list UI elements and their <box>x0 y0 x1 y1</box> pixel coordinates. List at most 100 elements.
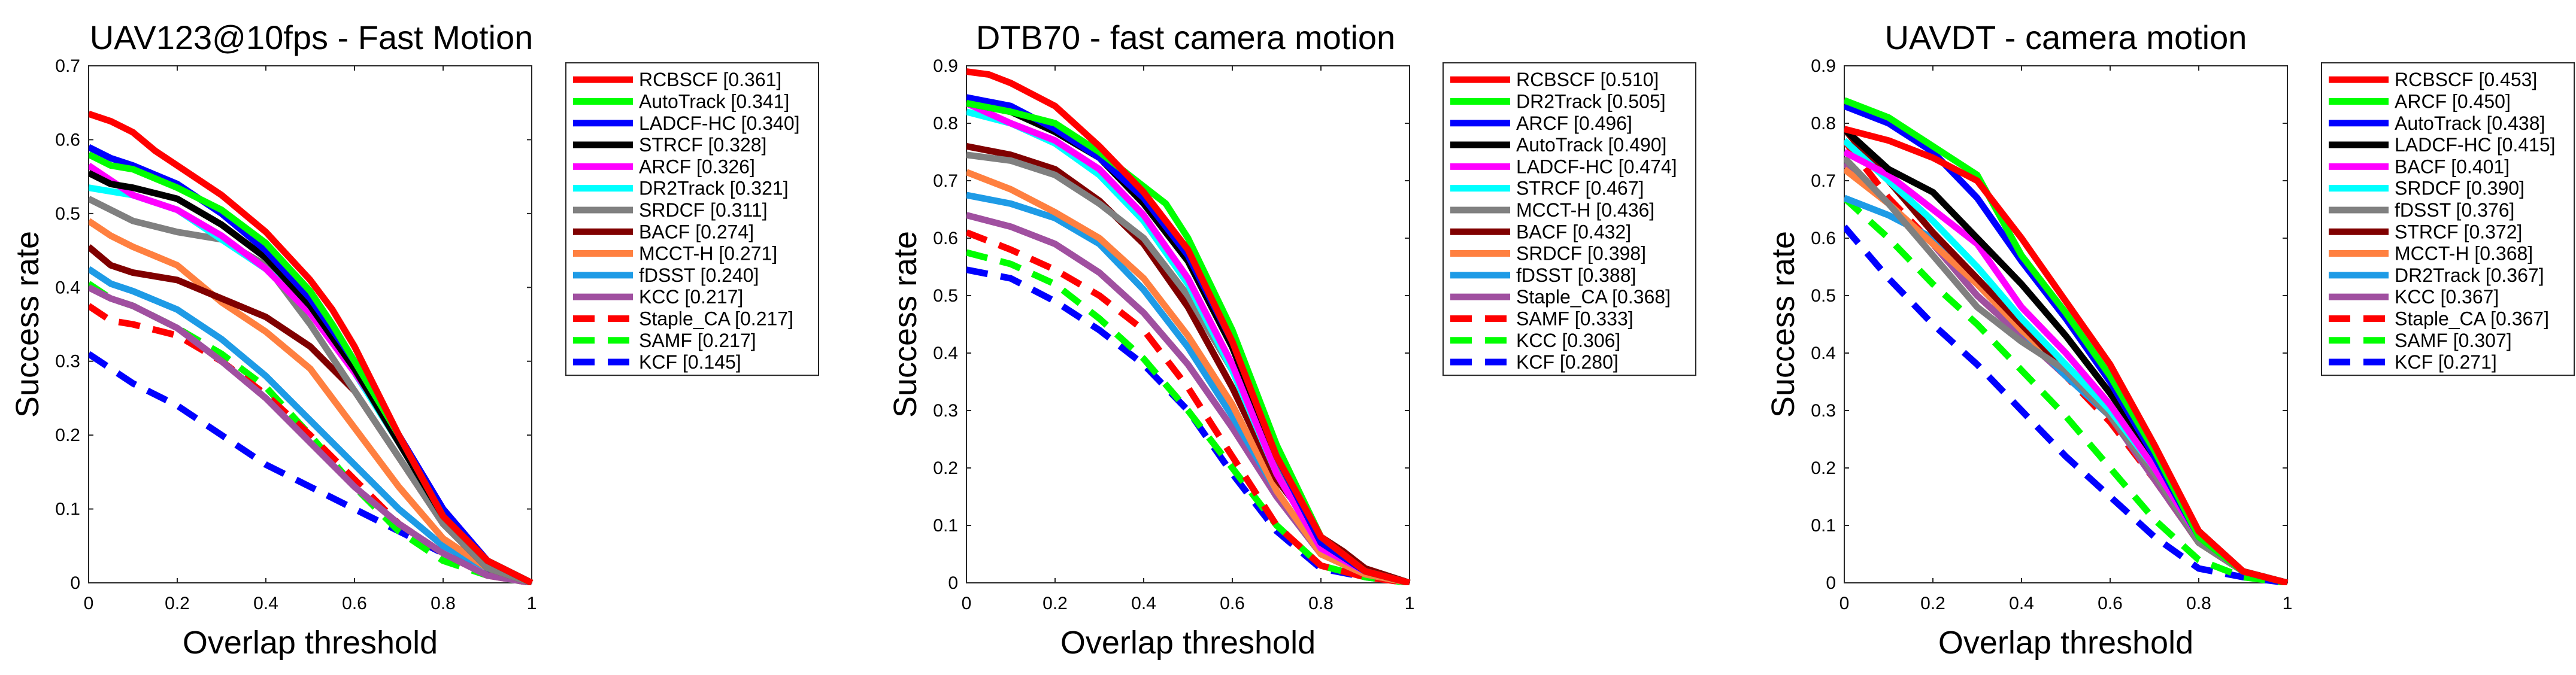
x-tick-label: 1 <box>527 594 537 613</box>
legend-entry: fDSST [0.376] <box>2395 199 2514 221</box>
legend-entry: STRCF [0.372] <box>2395 221 2522 242</box>
legend-entry: SRDCF [0.311] <box>639 199 768 221</box>
legend-entry: AutoTrack [0.438] <box>2395 113 2545 134</box>
x-tick-label: 0 <box>84 594 94 613</box>
x-tick-label: 0 <box>1839 594 1850 613</box>
y-tick-label: 0.9 <box>1811 56 1836 76</box>
legend-entry: KCF [0.145] <box>639 351 741 373</box>
legend-entry-name: DR2Track <box>1516 90 1602 112</box>
plot-area <box>966 65 1410 583</box>
x-axis-label: Overlap threshold <box>1060 625 1316 661</box>
legend-entry-score: [0.505] <box>1602 90 1666 112</box>
x-tick-label: 0.2 <box>1920 594 1945 613</box>
y-tick-label: 0.4 <box>933 343 958 363</box>
legend-entry: AutoTrack [0.490] <box>1516 134 1666 156</box>
y-tick-label: 0.1 <box>933 516 958 536</box>
legend-entry-score: [0.510] <box>1595 69 1659 90</box>
legend-entry-score: [0.474] <box>1613 156 1677 177</box>
legend-entry: MCCT-H [0.368] <box>2395 243 2533 264</box>
y-axis-label: Success rate <box>1765 231 1801 418</box>
legend-entry-name: MCCT-H <box>639 243 713 264</box>
y-tick-label: 0.2 <box>55 425 80 445</box>
legend-entry-score: [0.467] <box>1580 178 1644 199</box>
legend-entry-score: [0.271] <box>2433 351 2497 373</box>
legend-entry: SAMF [0.217] <box>639 330 756 351</box>
legend-entry-score: [0.438] <box>2481 113 2545 134</box>
chart-panel-3: UAVDT - camera motion 0 0.1 0.2 0.3 0.4 0.5 0.6… <box>1765 19 2575 661</box>
legend <box>565 62 819 376</box>
legend-entry-score: [0.376] <box>2451 199 2515 221</box>
legend-entry: BACF [0.432] <box>1516 221 1631 242</box>
y-tick-label: 0 <box>1826 573 1836 593</box>
legend-entry: MCCT-H [0.436] <box>1516 199 1654 221</box>
legend-entry-name: Staple_CA <box>639 308 731 329</box>
legend-entry-score: [0.453] <box>2474 69 2538 90</box>
x-axis-label: Overlap threshold <box>1938 625 2193 661</box>
legend-entry: Staple_CA [0.217] <box>639 308 793 329</box>
legend-entry-name: Staple_CA <box>1516 286 1608 308</box>
legend-entry: fDSST [0.388] <box>1516 264 1636 286</box>
legend-entry: KCC [0.217] <box>639 286 743 308</box>
legend-entry-score: [0.367] <box>2485 308 2549 329</box>
legend-entry-score: [0.274] <box>690 221 754 242</box>
x-tick-label: 0.6 <box>2098 594 2123 613</box>
y-tick-label: 0.1 <box>1811 516 1836 536</box>
series-line-ladcf-hc <box>89 144 534 585</box>
legend-entry-score: [0.368] <box>1607 286 1671 308</box>
series-line-rcbscf <box>966 68 1411 585</box>
y-tick-label: 0.3 <box>1811 401 1836 421</box>
legend-entry-name: KCF <box>2395 351 2433 373</box>
legend-entry: SAMF [0.307] <box>2395 330 2512 351</box>
legend-entry: KCC [0.367] <box>2395 286 2499 308</box>
legend-entry: SRDCF [0.398] <box>1516 243 1646 264</box>
y-tick-label: 0.5 <box>1811 286 1836 306</box>
x-tick-label: 0.6 <box>342 594 367 613</box>
chart-panel-2: DTB70 - fast camera motion 0 0.1 0.2 0.3 0.4 0… <box>887 19 1696 661</box>
legend-entry: KCC [0.306] <box>1516 330 1620 351</box>
legend-entry-name: fDSST <box>1516 264 1572 286</box>
y-tick-label: 0.6 <box>55 130 80 150</box>
legend-entry-score: [0.240] <box>695 264 759 286</box>
legend-entry-name: SRDCF <box>2395 178 2460 199</box>
legend-entry-score: [0.217] <box>692 330 756 351</box>
y-tick-label: 0.4 <box>55 278 80 297</box>
y-tick-label: 0.7 <box>933 171 958 191</box>
legend <box>2321 62 2575 376</box>
plot-area <box>1844 65 2288 583</box>
x-tick-label: 0.6 <box>1220 594 1245 613</box>
legend-entry-score: [0.321] <box>725 178 789 199</box>
legend-entry-name: RCBSCF <box>639 69 718 90</box>
legend-entry-score: [0.450] <box>2447 90 2511 112</box>
legend-entry-score: [0.361] <box>718 69 782 90</box>
legend-entry-name: STRCF <box>2395 221 2459 242</box>
legend-entry: MCCT-H [0.271] <box>639 243 777 264</box>
y-axis-label: Success rate <box>887 231 923 418</box>
x-tick-label: 1 <box>1405 594 1415 613</box>
legend-entry-name: fDSST <box>2395 199 2451 221</box>
y-tick-label: 0.3 <box>933 401 958 421</box>
legend-entry-score: [0.436] <box>1590 199 1654 221</box>
series-line-staple-ca <box>89 303 532 585</box>
series-line-kcf <box>1844 224 2288 585</box>
legend-entry: KCF [0.271] <box>2395 351 2497 373</box>
legend-entry-name: LADCF-HC <box>1516 156 1613 177</box>
legend-entry-score: [0.145] <box>677 351 741 373</box>
y-tick-label: 0.5 <box>55 204 80 224</box>
x-tick-label: 0.2 <box>1042 594 1068 613</box>
x-tick-label: 0.4 <box>2009 594 2034 613</box>
y-tick-label: 0.5 <box>933 286 958 306</box>
y-tick-label: 0.8 <box>933 114 958 133</box>
x-tick-label: 0.8 <box>2186 594 2211 613</box>
legend-entry: AutoTrack [0.341] <box>639 90 789 112</box>
y-tick-label: 0.7 <box>55 56 80 76</box>
chart-title: UAV123@10fps - Fast Motion <box>90 19 534 56</box>
legend-entry-score: [0.217] <box>729 308 793 329</box>
legend-entry: STRCF [0.328] <box>639 134 766 156</box>
legend-entry: Staple_CA [0.368] <box>1516 286 1671 308</box>
legend-entry-score: [0.311] <box>705 199 767 221</box>
legend-entry-name: KCC <box>2395 286 2435 308</box>
legend-entry-score: [0.398] <box>1582 243 1646 264</box>
legend-entry-name: LADCF-HC <box>639 113 736 134</box>
legend-entry-score: [0.368] <box>2469 243 2533 264</box>
